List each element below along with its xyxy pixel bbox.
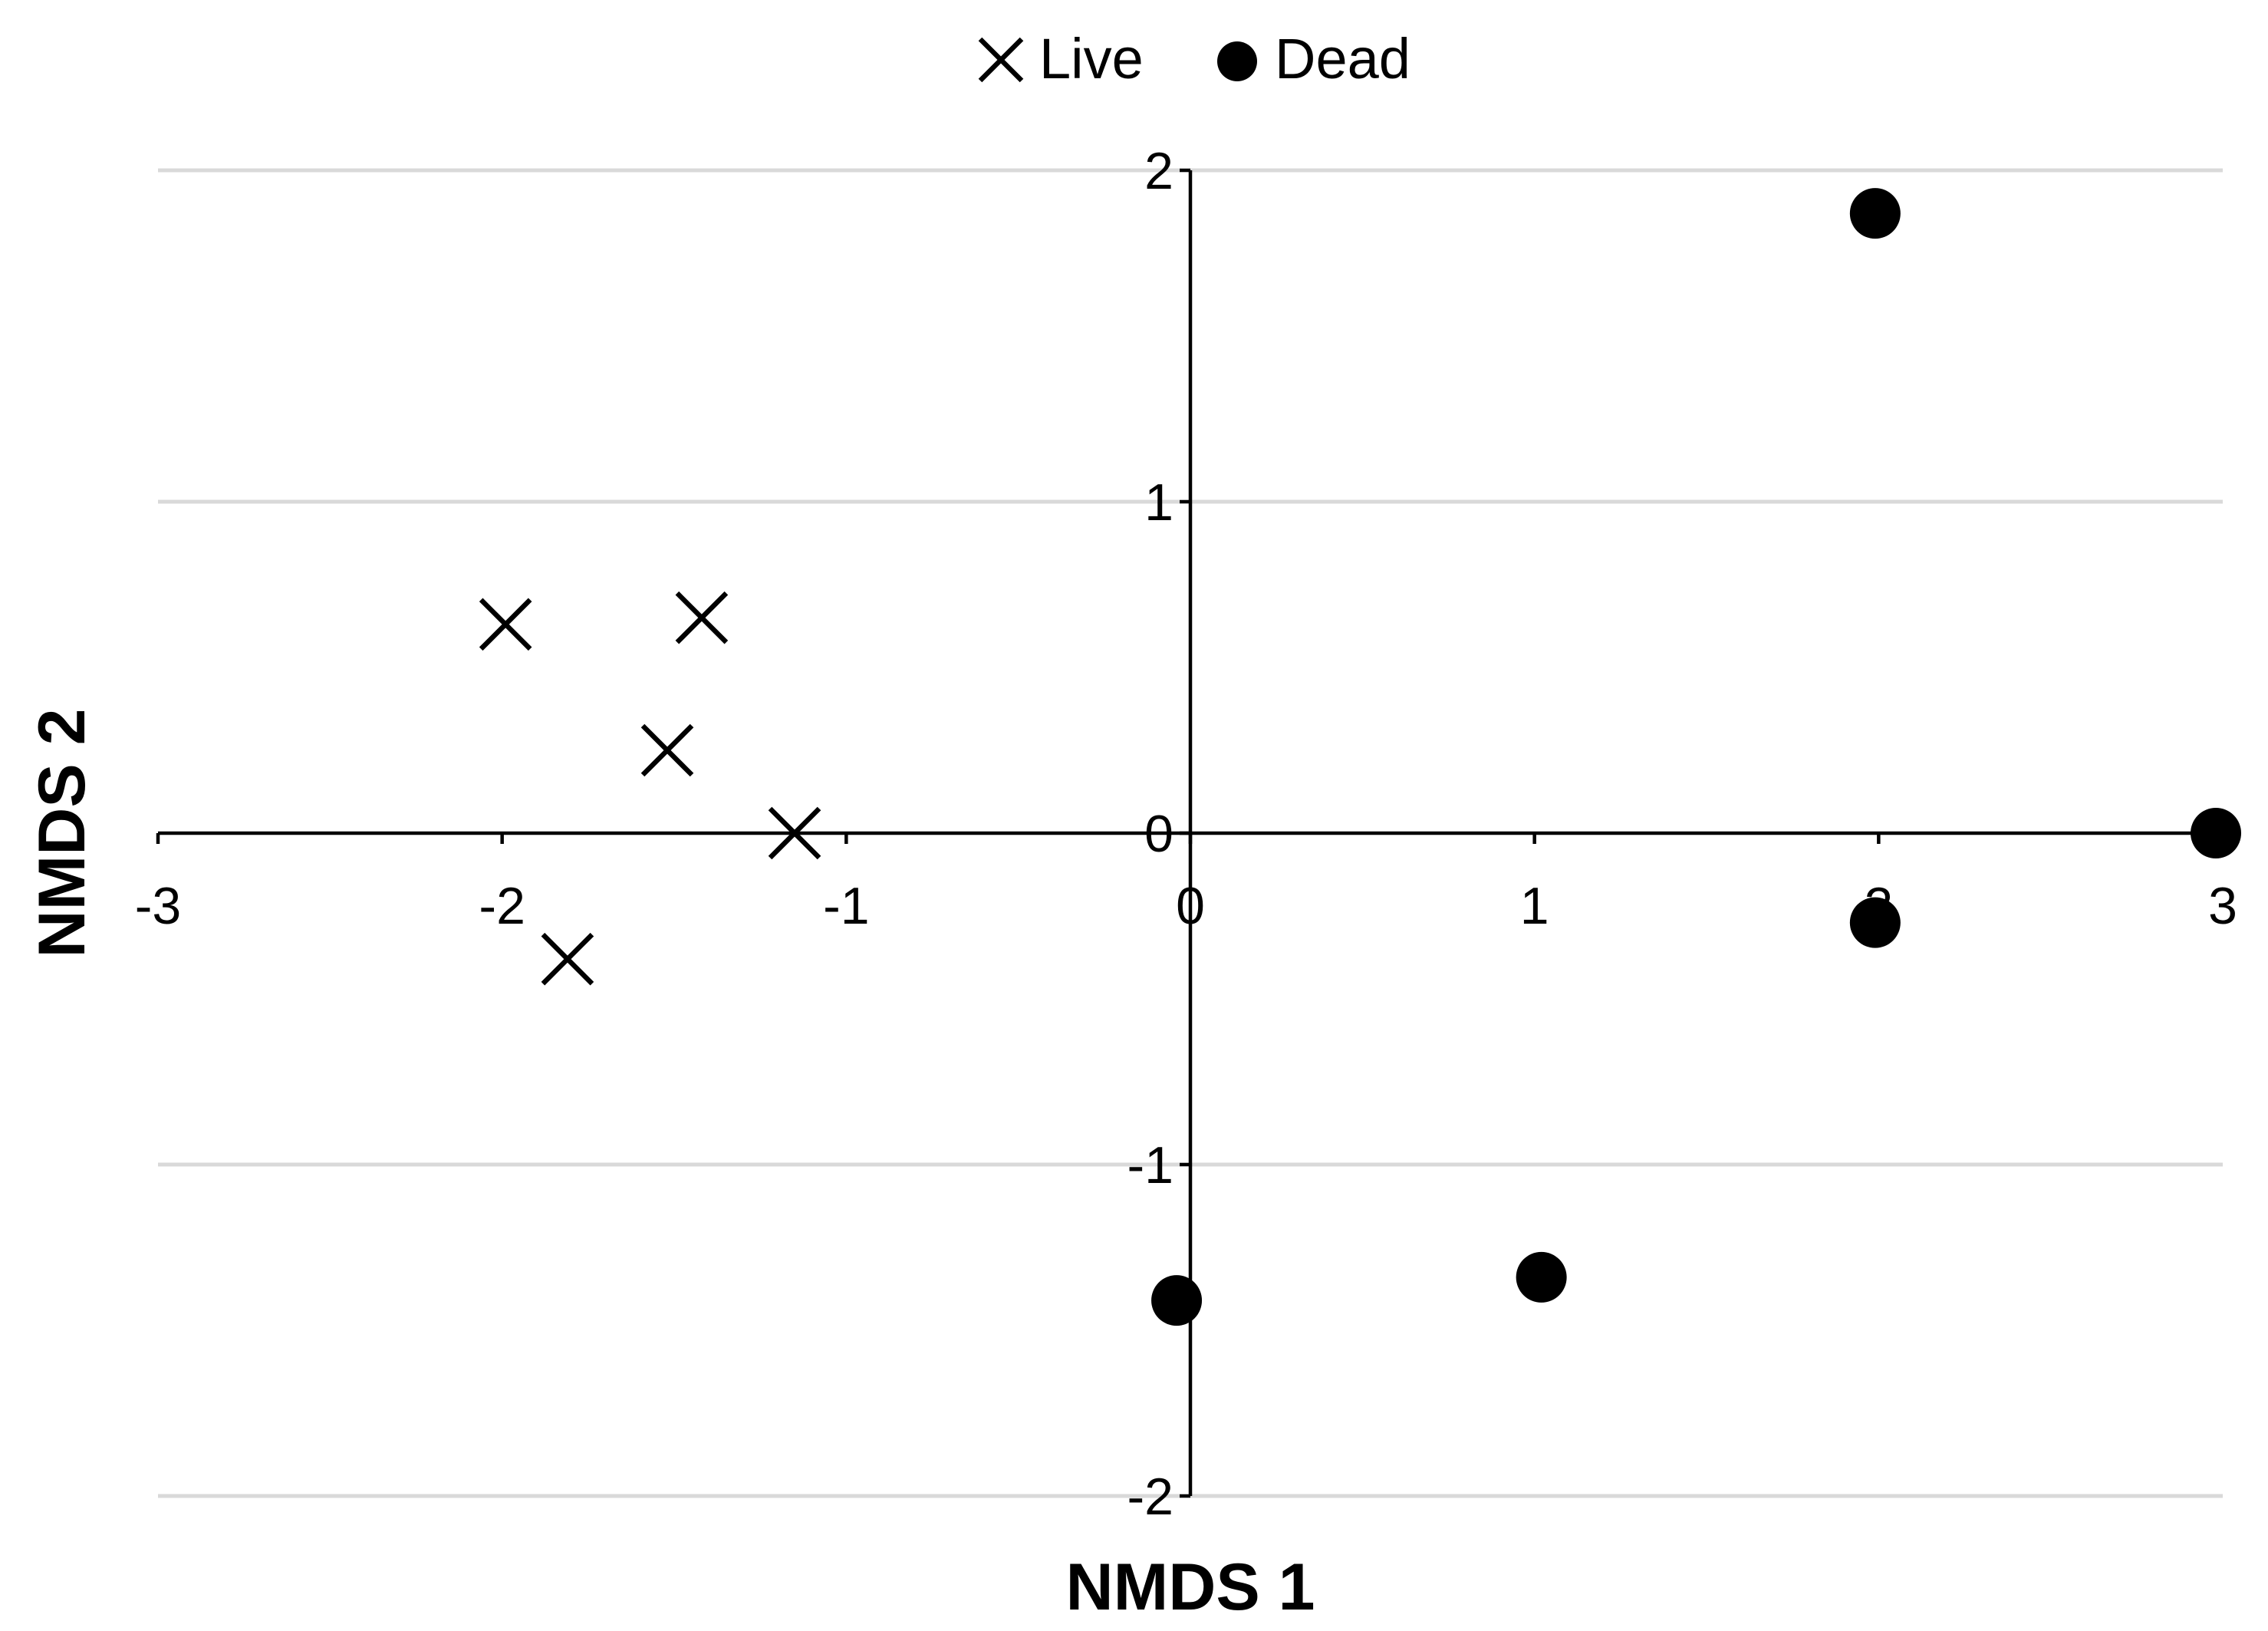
x-axis-title: NMDS 1 xyxy=(1066,1550,1315,1624)
live-point xyxy=(768,806,821,860)
y-tick-label: 0 xyxy=(1144,805,1174,863)
x-tick-label: 0 xyxy=(1176,877,1205,935)
dead-point xyxy=(1151,1275,1203,1326)
y-axis-title: NMDS 2 xyxy=(25,709,99,958)
live-point xyxy=(541,932,594,986)
legend: Live Dead xyxy=(978,27,1411,91)
dead-point xyxy=(1849,188,1901,239)
x-tick-label: -1 xyxy=(823,877,869,935)
dead-point xyxy=(1516,1251,1567,1303)
live-point xyxy=(675,591,729,644)
circle-marker-icon xyxy=(1217,41,1257,81)
y-tick-label: 1 xyxy=(1144,473,1174,532)
y-tick-label: 2 xyxy=(1144,142,1174,200)
x-tick-label: 1 xyxy=(1520,877,1549,935)
live-point xyxy=(640,723,694,777)
legend-item-live: Live xyxy=(978,27,1144,91)
x-tick-label: -2 xyxy=(479,877,525,935)
x-marker-shape xyxy=(978,37,1024,83)
circle-marker-shape xyxy=(1217,41,1257,81)
legend-item-dead: Dead xyxy=(1217,27,1411,91)
legend-label-dead: Dead xyxy=(1275,27,1411,91)
y-tick-label: -2 xyxy=(1127,1468,1174,1526)
live-point xyxy=(479,598,532,651)
x-tick-label: -3 xyxy=(135,877,181,935)
legend-label-live: Live xyxy=(1039,27,1144,91)
data-points xyxy=(479,188,2242,1326)
dead-point xyxy=(1849,897,1901,948)
x-marker-icon xyxy=(978,37,1024,83)
dead-point xyxy=(2191,808,2242,858)
y-tick-label: -1 xyxy=(1127,1136,1174,1194)
x-tick-label: 3 xyxy=(2208,877,2237,935)
